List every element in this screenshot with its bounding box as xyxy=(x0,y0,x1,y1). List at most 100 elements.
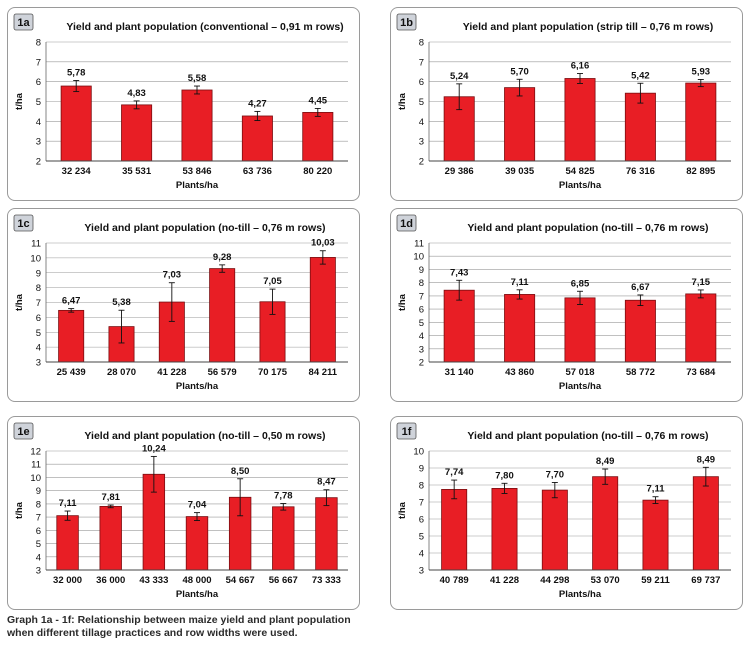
chart-title: Yield and plant population (no-till – 0,… xyxy=(467,222,708,234)
bar xyxy=(209,268,236,363)
bar xyxy=(692,476,719,571)
y-tick-label: 8 xyxy=(419,278,424,289)
chart-panel-1e: 1e Yield and plant population (no-till – … xyxy=(7,416,360,610)
chart-title: Yield and plant population (no-till – 0,… xyxy=(84,430,325,442)
data-label: 7,04 xyxy=(188,500,207,511)
y-tick-label: 4 xyxy=(419,331,424,342)
data-label: 7,11 xyxy=(511,277,530,288)
data-label: 7,15 xyxy=(692,277,711,288)
y-tick-label: 8 xyxy=(36,499,41,510)
chart-title: Yield and plant population (no-till – 0,… xyxy=(84,222,325,234)
bar xyxy=(121,104,153,162)
bar xyxy=(99,506,122,571)
x-tick-label: 53 070 xyxy=(591,575,620,586)
panel-id-text: 1a xyxy=(17,17,30,29)
caption-line-2: when different tillage practices and row… xyxy=(7,627,298,639)
data-label: 8,50 xyxy=(231,466,250,477)
data-label: 6,67 xyxy=(631,282,650,293)
chart-title: Yield and plant population (conventional… xyxy=(66,21,343,33)
x-tick-label: 82 895 xyxy=(686,166,716,177)
y-tick-label: 8 xyxy=(419,481,424,492)
y-tick-label: 2 xyxy=(419,358,424,369)
panel-id-label: 1d xyxy=(396,214,417,232)
chart-panel-1b: 1b Yield and plant population (strip till… xyxy=(390,7,743,201)
chart-svg-1e: 1e Yield and plant population (no-till – … xyxy=(13,422,348,600)
x-axis-label: Plants/ha xyxy=(559,381,602,392)
data-label: 7,11 xyxy=(647,484,666,495)
y-tick-label: 5 xyxy=(419,318,424,329)
bar xyxy=(185,516,209,571)
chart-panel-1a: 1a Yield and plant population (convention… xyxy=(7,7,360,201)
x-tick-label: 48 000 xyxy=(182,575,211,586)
caption-line-1: Graph 1a - 1f: Relationship between maiz… xyxy=(7,614,351,626)
y-axis-label: t/ha xyxy=(397,293,408,311)
x-tick-label: 44 298 xyxy=(540,575,569,586)
x-tick-label: 70 175 xyxy=(258,367,288,378)
x-tick-label: 54 667 xyxy=(226,575,255,586)
data-label: 7,03 xyxy=(163,270,182,281)
y-tick-label: 7 xyxy=(36,513,41,524)
data-label: 7,05 xyxy=(263,276,282,287)
y-tick-label: 7 xyxy=(36,298,41,309)
y-tick-label: 6 xyxy=(36,526,41,537)
chart-svg-1d: 1d Yield and plant population (no-till – … xyxy=(396,214,731,392)
data-label: 5,58 xyxy=(188,73,207,84)
data-label: 7,81 xyxy=(101,492,120,503)
bar xyxy=(564,297,596,363)
y-tick-label: 6 xyxy=(36,313,41,324)
data-label: 6,47 xyxy=(62,296,81,307)
bar xyxy=(315,497,338,571)
y-tick-label: 4 xyxy=(419,549,424,560)
data-label: 5,24 xyxy=(450,71,469,82)
bar xyxy=(58,309,85,363)
x-tick-label: 43 333 xyxy=(139,575,168,586)
y-tick-label: 2 xyxy=(419,157,424,168)
y-tick-label: 4 xyxy=(36,117,41,128)
x-tick-label: 35 531 xyxy=(122,166,152,177)
x-tick-label: 63 736 xyxy=(243,166,272,177)
x-tick-label: 56 667 xyxy=(269,575,298,586)
data-label: 5,78 xyxy=(67,67,86,78)
y-tick-label: 3 xyxy=(419,137,424,148)
bar xyxy=(564,78,596,162)
panel-id-label: 1e xyxy=(13,422,34,440)
x-tick-label: 58 772 xyxy=(626,367,655,378)
bar xyxy=(56,515,79,571)
y-tick-label: 8 xyxy=(36,283,41,294)
data-label: 7,74 xyxy=(445,467,464,478)
y-tick-label: 2 xyxy=(36,157,41,168)
x-tick-label: 73 684 xyxy=(686,367,716,378)
y-axis-label: t/ha xyxy=(397,92,408,110)
x-tick-label: 56 579 xyxy=(208,367,237,378)
y-tick-label: 10 xyxy=(413,252,424,263)
y-tick-label: 9 xyxy=(36,268,41,279)
y-tick-label: 7 xyxy=(419,57,424,68)
x-tick-label: 80 220 xyxy=(303,166,332,177)
panel-id-label: 1a xyxy=(13,13,34,31)
y-tick-label: 9 xyxy=(36,486,41,497)
y-tick-label: 5 xyxy=(419,97,424,108)
y-tick-label: 7 xyxy=(419,498,424,509)
bar xyxy=(443,289,475,363)
chart-panel-1d: 1d Yield and plant population (no-till – … xyxy=(390,208,743,402)
data-label: 7,11 xyxy=(59,498,78,509)
x-tick-label: 73 333 xyxy=(312,575,341,586)
x-tick-label: 31 140 xyxy=(445,367,474,378)
x-tick-label: 43 860 xyxy=(505,367,534,378)
y-tick-label: 5 xyxy=(419,532,424,543)
data-label: 4,45 xyxy=(309,95,328,106)
y-tick-label: 12 xyxy=(30,447,41,458)
data-label: 8,49 xyxy=(596,456,615,467)
panel-id-text: 1d xyxy=(400,218,413,230)
chart-title: Yield and plant population (strip till –… xyxy=(463,21,713,33)
x-tick-label: 29 386 xyxy=(445,166,474,177)
data-label: 5,93 xyxy=(692,66,711,77)
x-axis-label: Plants/ha xyxy=(176,589,219,600)
chart-title: Yield and plant population (no-till – 0,… xyxy=(467,430,708,442)
bar xyxy=(624,299,656,363)
data-label: 6,85 xyxy=(571,278,590,289)
bar xyxy=(272,506,295,571)
x-tick-label: 41 228 xyxy=(157,367,186,378)
bar xyxy=(624,92,656,162)
y-tick-label: 3 xyxy=(36,358,41,369)
